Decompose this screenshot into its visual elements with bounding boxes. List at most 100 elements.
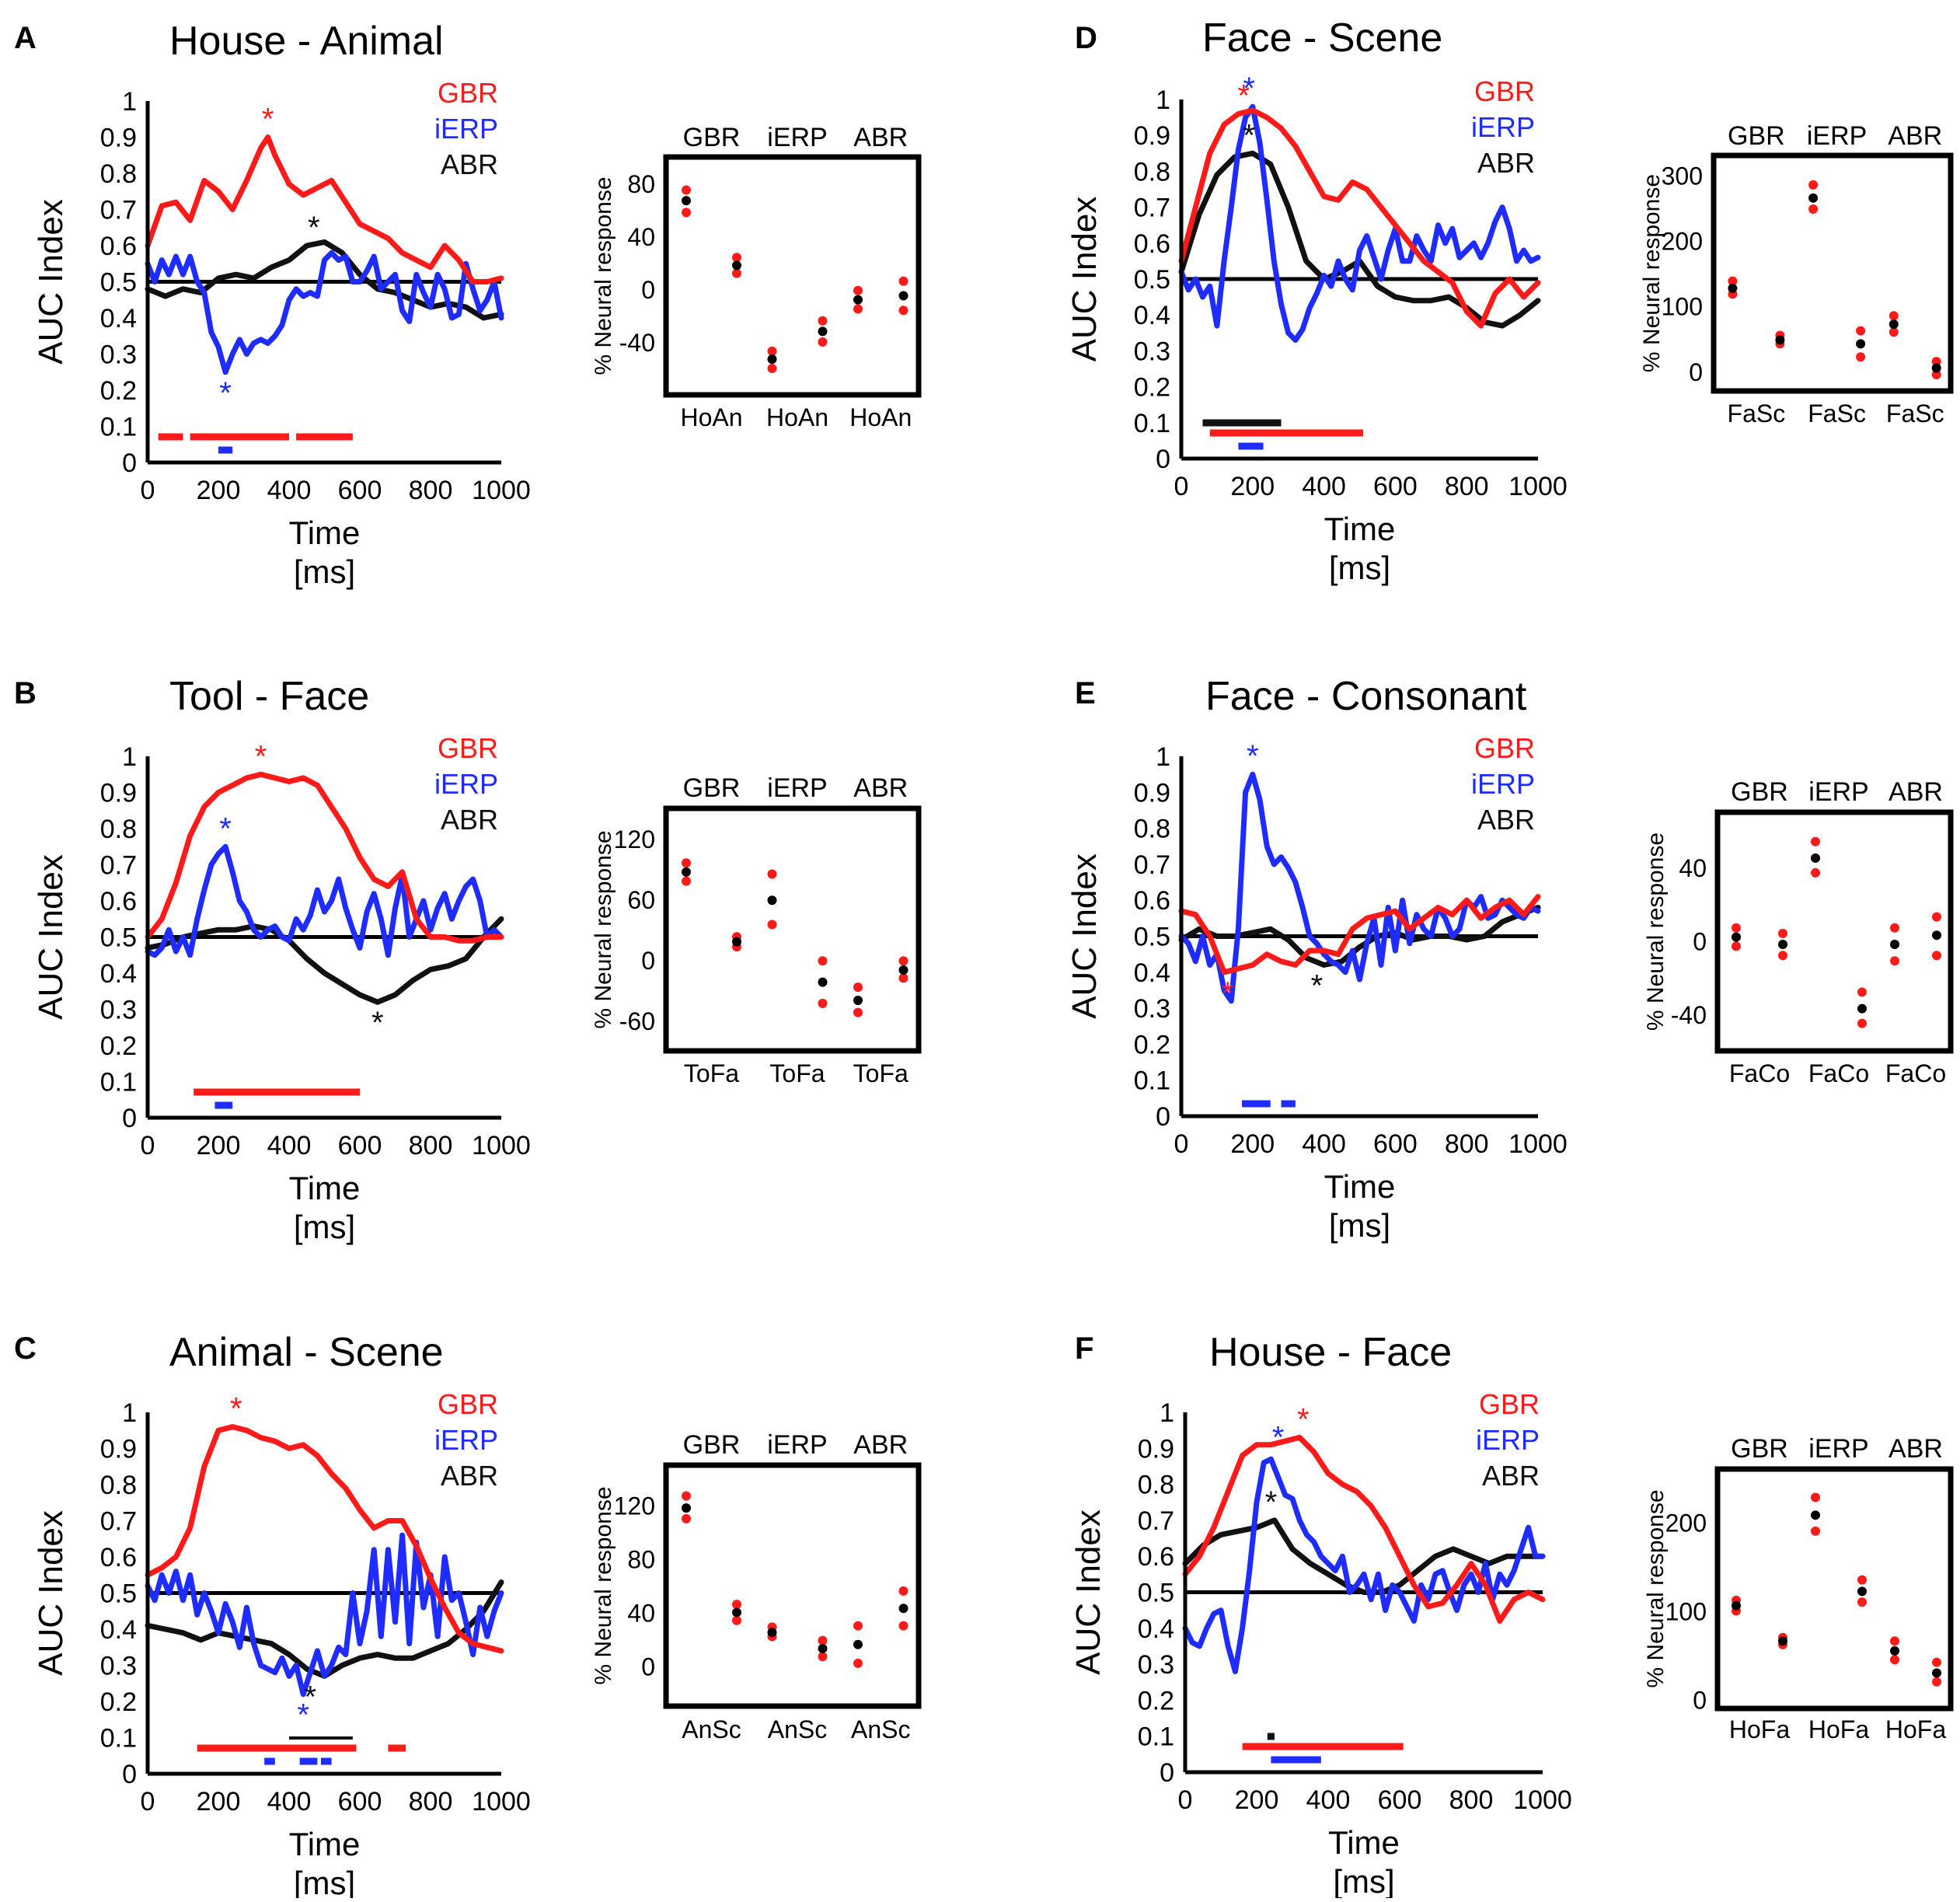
peak-marker-abr: *: [1311, 969, 1324, 1003]
error-point-high: [853, 1621, 863, 1631]
error-point-high: [1890, 1636, 1899, 1646]
y-tick-label: 40: [1679, 854, 1707, 882]
y-tick-label: 200: [1662, 227, 1703, 255]
mean-point: [1857, 1003, 1867, 1014]
panel-letter: B: [14, 676, 37, 710]
y-tick-label: 0.8: [1138, 1471, 1174, 1500]
y-tick-label: 0.8: [1134, 157, 1170, 187]
mean-point: [818, 1643, 828, 1653]
panel-c: C Animal - Scene 0 0.1 0.2 0.3 0.4 0.5 0.6 0.7 0.8…: [14, 1330, 922, 1901]
y-tick-label: 0.1: [100, 413, 137, 442]
x-tick-label: 800: [409, 1787, 453, 1816]
x-tick-label: HoAn: [766, 403, 828, 431]
x-axis-label: Time: [289, 515, 361, 551]
mean-point: [1778, 940, 1787, 950]
peak-marker-gbr: *: [255, 739, 267, 773]
x-tick-label: HoAn: [849, 403, 912, 431]
y-tick-label: 1: [122, 87, 137, 117]
y-tick-label: 0.4: [100, 1615, 137, 1645]
error-point-low: [1778, 951, 1787, 961]
error-point-high: [682, 1491, 691, 1501]
peak-marker-gbr: *: [230, 1392, 242, 1426]
mean-point: [1811, 1510, 1820, 1520]
error-point-low: [818, 337, 828, 347]
y-axis-label: % Neural response: [591, 1486, 616, 1684]
legend-entry-gbr: GBR: [1479, 1388, 1540, 1420]
legend-entry-abr: ABR: [441, 148, 498, 180]
y-tick-label: 0.1: [1134, 1066, 1170, 1096]
series-line-gbr: [1178, 107, 1541, 329]
x-tick-label: FaCo: [1808, 1059, 1869, 1087]
y-tick-label: 120: [614, 825, 655, 853]
y-tick-label: 0.7: [100, 1507, 137, 1537]
legend-entry-gbr: GBR: [1474, 75, 1535, 107]
error-point-high: [1808, 180, 1819, 190]
error-point-high: [1931, 357, 1941, 367]
legend-entry-abr: ABR: [1477, 804, 1535, 836]
x-tick-label: 800: [1445, 1129, 1489, 1159]
error-point-high: [1728, 276, 1738, 286]
y-tick-label: 0.9: [1138, 1434, 1174, 1464]
y-tick-label: 0.2: [1134, 1030, 1170, 1059]
mean-point: [1932, 930, 1941, 941]
series-line-gbr: [1178, 894, 1541, 975]
neural-response-chart: GBR iERP ABR 0 40 80 120% Neural response AnSc A…: [591, 1430, 922, 1743]
y-tick-label: 0.6: [1138, 1542, 1174, 1572]
legend-entry-ierp: iERP: [1471, 111, 1535, 143]
y-tick-label: 0.6: [100, 887, 137, 916]
peak-marker-gbr: *: [1238, 79, 1250, 113]
group-header-ierp: iERP: [1807, 121, 1867, 151]
panel-letter: D: [1075, 21, 1097, 55]
y-axis-label: AUC Index: [1065, 197, 1104, 362]
group-header-abr: ABR: [1889, 777, 1943, 807]
y-tick-label: 0.4: [1134, 301, 1170, 330]
x-tick-label: HoAn: [680, 403, 742, 431]
error-point-low: [1931, 369, 1941, 379]
mean-point: [853, 295, 863, 305]
error-point-high: [1932, 912, 1941, 922]
x-tick-label: 200: [197, 476, 241, 505]
error-point-high: [1932, 1657, 1941, 1667]
y-tick-label: 0.3: [100, 996, 137, 1025]
mean-point: [1932, 1668, 1941, 1678]
y-tick-label: 0: [122, 448, 137, 478]
x-tick-label: 600: [1373, 1129, 1418, 1159]
x-tick-label: 400: [1302, 472, 1346, 501]
mean-point: [1890, 940, 1899, 950]
y-tick-label: 0.2: [100, 1031, 137, 1061]
group-header-abr: ABR: [1889, 1434, 1943, 1464]
group-header-ierp: iERP: [1808, 1434, 1868, 1464]
error-point-high: [682, 858, 691, 868]
error-point-high: [898, 276, 909, 286]
error-point-low: [853, 304, 863, 314]
series-line-gbr: [1182, 1434, 1546, 1624]
y-tick-label: 60: [627, 886, 655, 914]
error-point-low: [853, 1658, 863, 1668]
group-header-gbr: GBR: [1728, 121, 1785, 151]
y-tick-label: 1: [122, 742, 137, 772]
panel-e: E Face - Consonant00.10.20.30.40.50.60.70…: [1065, 674, 1954, 1244]
x-tick-label: HoFa: [1885, 1715, 1946, 1743]
series-line-ierp: [1182, 1456, 1546, 1674]
y-tick-label: 0.9: [1134, 778, 1170, 808]
error-point-low: [1932, 951, 1941, 961]
y-tick-label: 0.8: [1134, 815, 1170, 844]
group-header-abr: ABR: [853, 773, 908, 803]
x-tick-label: AnSc: [682, 1715, 741, 1743]
y-tick-label: 120: [614, 1492, 655, 1520]
error-point-low: [1889, 327, 1899, 337]
y-tick-label: 300: [1662, 162, 1703, 190]
x-tick-label: 200: [1230, 472, 1275, 501]
mean-point: [853, 1639, 863, 1649]
plot-frame: [663, 1462, 922, 1709]
mean-point: [1808, 193, 1819, 203]
x-tick-label: 400: [1306, 1785, 1351, 1815]
x-tick-label: 0: [1174, 472, 1189, 501]
y-tick-label: 0: [641, 947, 655, 975]
x-tick-label: 600: [338, 1787, 382, 1816]
peak-marker-ierp: *: [297, 1698, 309, 1733]
x-tick-label: 200: [197, 1131, 241, 1160]
error-point-low: [732, 1615, 741, 1625]
